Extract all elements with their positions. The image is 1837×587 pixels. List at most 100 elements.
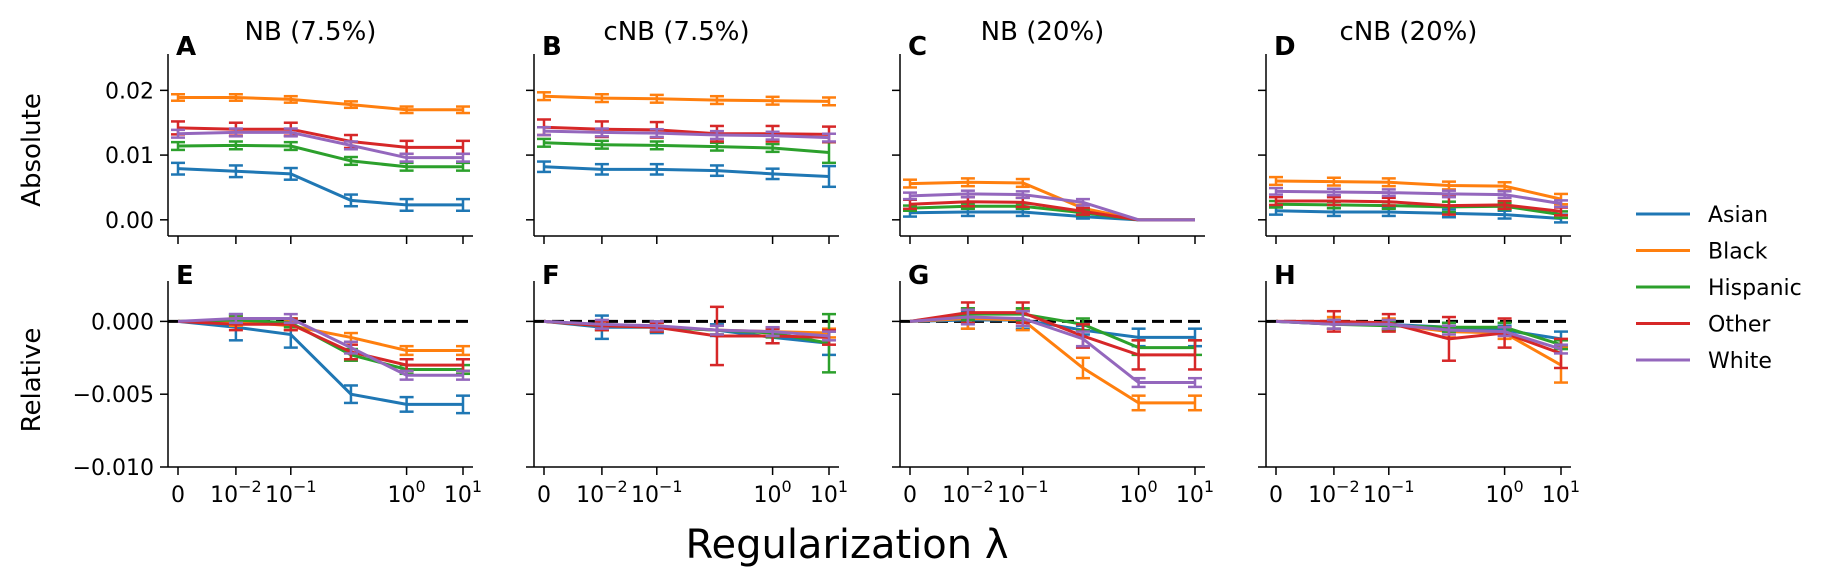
- series-line-white: [909, 315, 1195, 385]
- x-tick-exponent: −1: [293, 477, 317, 496]
- series-line-asian: [177, 167, 463, 207]
- legend-label: White: [1708, 349, 1772, 374]
- panel-letter: A: [176, 32, 196, 62]
- x-tick-label: 101: [444, 477, 482, 508]
- series-line-hispanic: [543, 141, 830, 154]
- x-tick-base: 10: [1363, 483, 1391, 508]
- series-line-white: [543, 319, 830, 338]
- x-tick-base: 10: [1542, 483, 1570, 508]
- x-tick-label: 10−1: [1363, 477, 1415, 508]
- series-line-other: [543, 125, 830, 136]
- x-tick-label: 100: [754, 477, 792, 508]
- series-line-other: [177, 319, 463, 367]
- x-tick-label: 100: [1120, 477, 1158, 508]
- series-asian: [177, 312, 470, 415]
- panel-letter: C: [908, 32, 927, 62]
- x-tick-base: 10: [388, 483, 416, 508]
- x-tick-base: 10: [997, 483, 1025, 508]
- x-tick-label: 100: [1486, 477, 1524, 508]
- x-tick-label: 10−1: [997, 477, 1049, 508]
- panel-title: cNB (7.5%): [603, 17, 749, 47]
- series-asian: [537, 160, 836, 189]
- x-tick-exponent: 1: [1570, 477, 1580, 496]
- x-tick-base: 10: [631, 483, 659, 508]
- x-tick-label: 10−2: [942, 477, 994, 508]
- x-tick-label: 0: [171, 483, 185, 508]
- series-white: [1275, 318, 1568, 355]
- x-tick-base: 0: [537, 483, 551, 508]
- series-black: [171, 92, 470, 115]
- x-axis-label: Regularization λ: [685, 522, 1008, 568]
- x-tick-base: 10: [576, 483, 604, 508]
- y-tick-label: −0.010: [73, 456, 154, 481]
- panel-letter: D: [1274, 32, 1296, 62]
- series-line-white: [909, 192, 1195, 222]
- series-line-black: [178, 95, 463, 112]
- x-tick-exponent: −1: [1391, 477, 1415, 496]
- x-tick-exponent: −1: [1025, 477, 1049, 496]
- legend-item-asian: Asian: [1636, 203, 1768, 228]
- legend-item-hispanic: Hispanic: [1636, 276, 1802, 301]
- x-tick-exponent: −2: [238, 477, 262, 496]
- x-tick-base: 0: [1269, 483, 1283, 508]
- panel-letter: G: [908, 261, 929, 291]
- x-tick-label: 0: [1269, 483, 1283, 508]
- row-label-relative: Relative: [17, 328, 47, 433]
- x-tick-base: 10: [210, 483, 238, 508]
- x-tick-base: 10: [1120, 483, 1148, 508]
- x-tick-exponent: 0: [416, 477, 426, 496]
- x-tick-label: 101: [1542, 477, 1580, 508]
- x-tick-exponent: 0: [1148, 477, 1158, 496]
- series-line-other: [1276, 199, 1562, 213]
- x-tick-exponent: −1: [659, 477, 683, 496]
- x-tick-label: 100: [388, 477, 426, 508]
- x-tick-exponent: 1: [1204, 477, 1214, 496]
- x-tick-label: 10−1: [631, 477, 683, 508]
- x-tick-base: 0: [903, 483, 917, 508]
- series-line-white: [177, 130, 463, 160]
- series-line-hispanic: [1275, 202, 1562, 217]
- legend-item-other: Other: [1636, 313, 1771, 338]
- series-hispanic: [537, 137, 836, 165]
- panel-a: 0.00 0.01 0.02 A NB (7.5%): [105, 17, 473, 244]
- x-tick-base: 10: [942, 483, 970, 508]
- x-tick-exponent: 0: [1514, 477, 1524, 496]
- series-asian: [171, 161, 470, 213]
- x-tick-label: 10−2: [576, 477, 628, 508]
- series-line-asian: [1275, 209, 1562, 221]
- series-hispanic: [171, 140, 470, 172]
- series-line-black: [543, 94, 830, 103]
- x-tick-exponent: −2: [970, 477, 994, 496]
- x-tick-base: 10: [1176, 483, 1204, 508]
- series-black: [909, 307, 1202, 412]
- legend-item-black: Black: [1636, 240, 1768, 265]
- series-line-other: [177, 126, 463, 149]
- x-tick-base: 0: [171, 483, 185, 508]
- legend-label: Other: [1708, 313, 1771, 338]
- x-tick-exponent: −2: [1336, 477, 1360, 496]
- series-line-white: [1275, 319, 1562, 351]
- series-line-asian: [177, 319, 463, 406]
- y-tick-label: 0.02: [105, 79, 154, 104]
- y-tick-label: 0.000: [91, 310, 154, 335]
- legend: Asian Black Hispanic Other White: [1636, 203, 1802, 374]
- legend-label: Black: [1708, 240, 1768, 265]
- series-line-black: [909, 316, 1195, 405]
- row-label-absolute: Absolute: [17, 93, 47, 207]
- series-line-asian: [543, 165, 830, 178]
- panel-title: NB (7.5%): [245, 17, 377, 47]
- x-tick-label: 101: [810, 477, 848, 508]
- x-tick-label: 0: [537, 483, 551, 508]
- x-tick-exponent: 1: [838, 477, 848, 496]
- x-tick-base: 10: [444, 483, 472, 508]
- series-other: [1269, 195, 1568, 217]
- x-tick-label: 10−2: [1308, 477, 1360, 508]
- x-tick-base: 10: [1308, 483, 1336, 508]
- x-tick-base: 10: [810, 483, 838, 508]
- y-tick-label: 0.00: [105, 209, 154, 234]
